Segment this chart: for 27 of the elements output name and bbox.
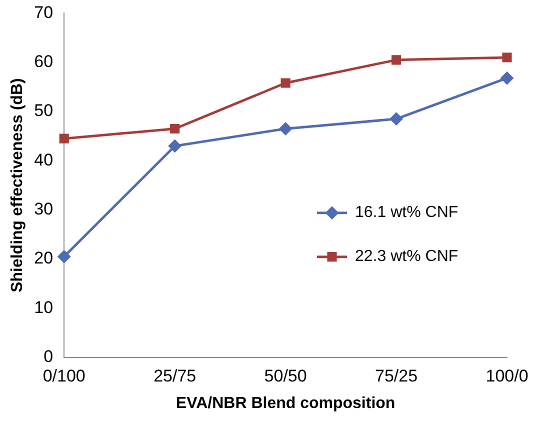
point	[279, 122, 292, 136]
legend-label: 22.3 wt% CNF	[355, 248, 458, 266]
y-tick-label: 60	[34, 52, 54, 72]
point	[280, 78, 290, 88]
x-axis-title: EVA/NBR Blend composition	[176, 394, 396, 412]
point	[391, 55, 402, 65]
y-tick-label: 20	[34, 248, 54, 268]
point	[59, 134, 69, 144]
point	[58, 250, 70, 263]
y-axis-title: Shielding effectiveness (dB)	[9, 78, 26, 292]
y-tick-label: 10	[34, 298, 54, 317]
point	[168, 140, 182, 152]
y-tick-label: 30	[34, 200, 54, 219]
y-tick-label: 50	[34, 101, 54, 120]
point	[170, 124, 180, 134]
x-tick-label: 75/25	[375, 366, 418, 386]
legend-label: 16.1 wt% CNF	[355, 204, 458, 222]
x-tick-label: 100/0	[486, 366, 528, 386]
x-tick-label: 0/100	[42, 366, 86, 386]
point	[390, 112, 403, 126]
y-tick-label: 70	[34, 2, 54, 22]
y-tick-label: 0	[44, 347, 54, 366]
y-tick-label: 40	[34, 150, 54, 170]
point	[500, 72, 514, 84]
x-tick-label: 25/75	[154, 366, 196, 386]
x-tick-label: 50/50	[264, 366, 307, 386]
point	[502, 52, 512, 62]
